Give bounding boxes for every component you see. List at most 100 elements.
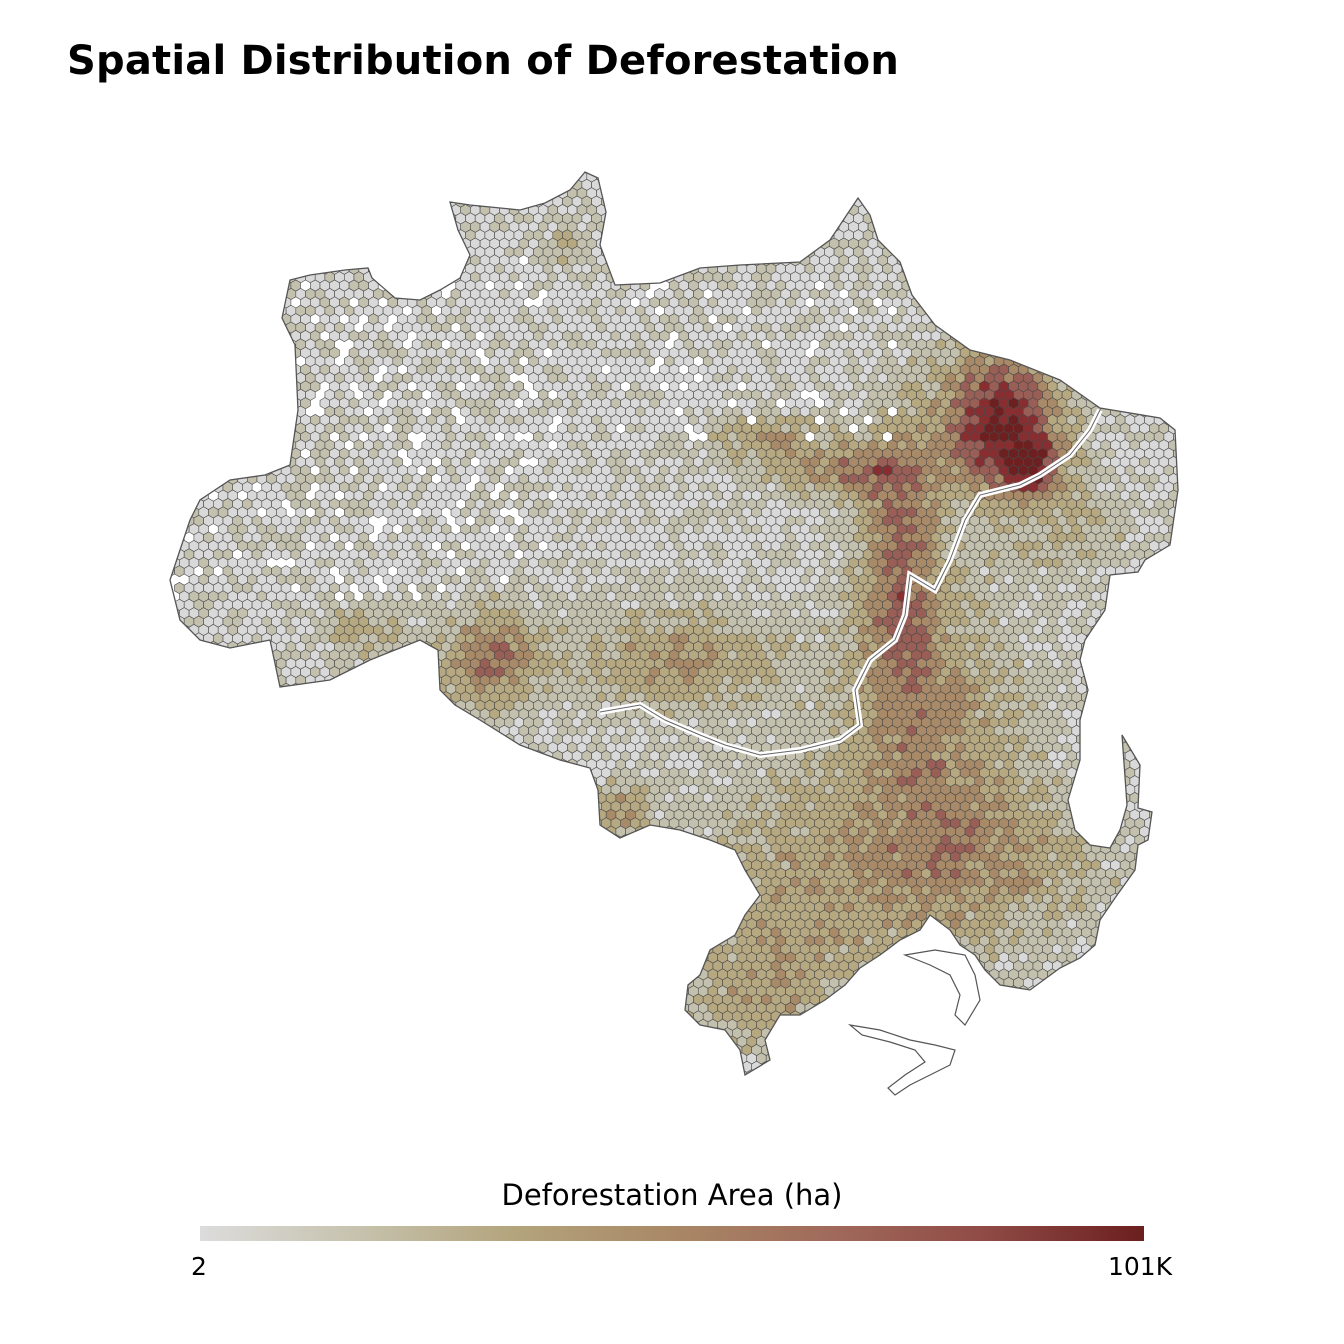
hex-tile	[256, 355, 268, 368]
hex-tile	[382, 254, 394, 267]
hex-tile	[940, 262, 951, 275]
hex-tile	[930, 172, 942, 174]
hex-tile	[280, 195, 292, 208]
hex-tile	[334, 237, 345, 250]
hex-tile	[280, 548, 292, 561]
hex-tile	[683, 172, 694, 183]
hex-tile	[746, 195, 757, 208]
hex-tile	[1115, 246, 1126, 258]
hex-tile	[1047, 246, 1058, 258]
hex-tile	[1090, 220, 1102, 233]
hex-tile	[183, 195, 195, 208]
hex-tile	[174, 178, 185, 191]
hex-tile	[644, 220, 656, 233]
hex-tile	[508, 172, 520, 183]
hex-tile	[945, 204, 956, 216]
hex-tile	[872, 195, 883, 208]
hex-tile	[353, 204, 365, 216]
hex-tile	[1071, 271, 1082, 284]
hex-tile	[198, 187, 209, 200]
hex-tile	[1081, 355, 1092, 368]
hex-tile	[819, 220, 830, 233]
hex-tile	[155, 246, 165, 257]
hex-tile	[916, 288, 927, 300]
hex-tile	[170, 237, 180, 250]
hex-tile	[872, 172, 883, 174]
hex-tile	[373, 237, 384, 250]
hex-tile	[610, 212, 622, 225]
hex-tile	[402, 204, 413, 216]
hex-tile	[712, 172, 723, 183]
hex-tile	[208, 439, 219, 452]
hex-tile	[203, 195, 214, 208]
hex-tile	[155, 431, 165, 442]
hex-tile	[217, 220, 229, 233]
hex-tile	[179, 472, 190, 485]
hex-tile	[170, 506, 180, 519]
hex-tile	[717, 172, 728, 174]
hex-tile	[440, 237, 452, 250]
hex-tile	[959, 313, 971, 326]
hex-tile	[1066, 313, 1077, 326]
hex-tile	[387, 172, 398, 174]
hex-tile	[160, 423, 170, 434]
hex-tile	[237, 220, 248, 233]
hex-tile	[1090, 355, 1102, 368]
hex-tile	[237, 355, 248, 368]
hex-tile	[1115, 296, 1126, 309]
hex-tile	[1013, 271, 1024, 284]
hex-tile	[155, 566, 165, 577]
hex-tile	[950, 246, 961, 258]
hex-tile	[203, 262, 214, 275]
hex-tile	[213, 178, 224, 191]
hex-tile	[1076, 313, 1087, 326]
hex-tile	[170, 246, 175, 258]
hex-tile	[712, 237, 723, 250]
hex-tile	[697, 229, 709, 242]
hex-tile	[761, 220, 772, 233]
hex-tile	[382, 271, 394, 284]
hex-tile	[610, 178, 622, 191]
hex-tile	[348, 246, 360, 258]
hex-tile	[160, 305, 170, 316]
hex-tile	[828, 187, 840, 200]
hex-tile	[300, 195, 311, 208]
hex-tile	[571, 172, 583, 174]
hex-tile	[1022, 338, 1034, 351]
hex-tile	[1076, 346, 1087, 359]
hex-tile	[160, 171, 170, 182]
hex-tile	[1076, 330, 1087, 342]
hex-tile	[862, 172, 874, 174]
hex-tile	[799, 172, 811, 183]
hex-tile	[193, 229, 204, 242]
hex-tile	[950, 229, 961, 242]
hex-tile	[1061, 254, 1073, 267]
hex-tile	[324, 220, 335, 233]
hex-tile	[659, 172, 670, 174]
hex-tile	[1071, 355, 1082, 368]
hex-tile	[213, 246, 224, 258]
hex-tile	[1144, 397, 1155, 410]
hex-tile	[170, 540, 180, 552]
hex-tile	[217, 237, 229, 250]
hex-tile	[1110, 338, 1121, 351]
hex-tile	[615, 220, 626, 233]
hex-tile	[222, 212, 233, 225]
hex-tile	[183, 296, 195, 309]
hex-tile	[261, 430, 272, 443]
hex-tile	[979, 246, 990, 258]
hex-tile	[170, 195, 175, 208]
hex-tile	[984, 271, 995, 284]
hex-tile	[756, 212, 767, 225]
hex-tile	[203, 481, 214, 494]
hex-tile	[261, 195, 272, 208]
hex-tile	[1129, 355, 1140, 368]
hex-tile	[1129, 271, 1140, 284]
hex-tile	[1158, 237, 1169, 250]
hex-tile	[955, 271, 966, 284]
hex-tile	[261, 330, 272, 342]
hex-tile	[804, 229, 816, 242]
hex-tile	[266, 321, 277, 334]
hex-tile	[984, 172, 995, 183]
hex-tile	[160, 507, 170, 518]
